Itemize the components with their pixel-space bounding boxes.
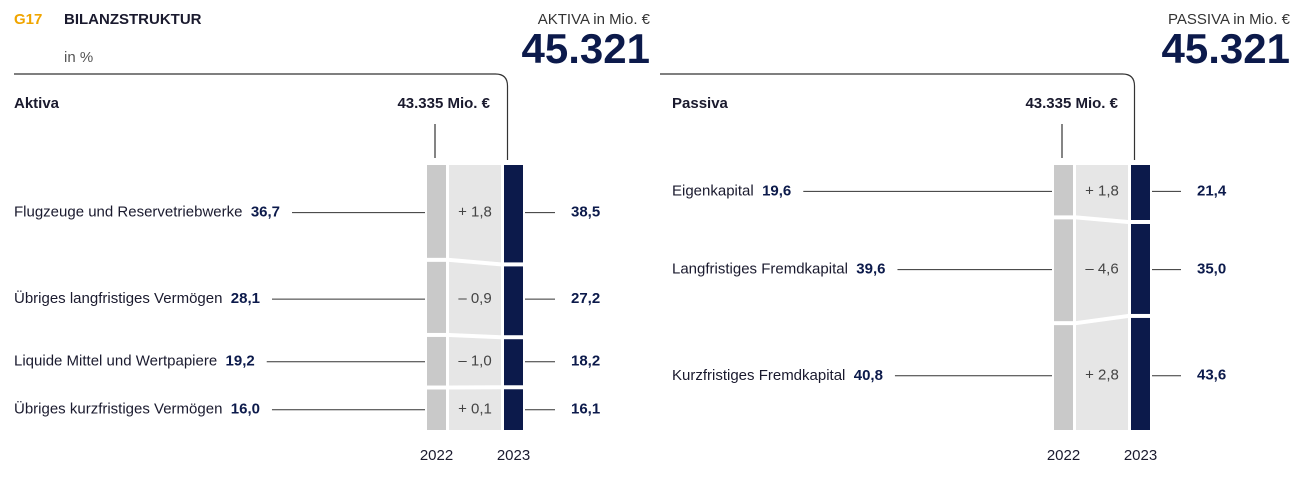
headline-value: 45.321 [1162, 25, 1290, 72]
year-label: 2022 [420, 447, 453, 464]
headline-label: PASSIVA in Mio. € [1168, 11, 1291, 28]
value-2023: 35,0 [1197, 261, 1226, 278]
panel-title: Passiva [672, 95, 729, 112]
segment [427, 336, 446, 386]
change-label: + 2,8 [1085, 367, 1119, 384]
change-label: + 1,8 [1085, 182, 1119, 199]
change-band [1076, 317, 1128, 430]
segment [504, 165, 523, 263]
change-band [449, 261, 501, 336]
segment [1054, 219, 1073, 322]
category-label: Übriges langfristiges Vermögen 28,1 [14, 289, 260, 307]
category-name: Eigenkapital [672, 182, 754, 199]
category-name: Kurzfristiges Fremdkapital [672, 367, 845, 384]
change-label: – 1,0 [458, 353, 491, 370]
value-2022: 16,0 [231, 401, 260, 418]
category-name: Flugzeuge und Reservetriebwerke [14, 204, 242, 221]
segment [1131, 165, 1150, 220]
value-2023: 43,6 [1197, 367, 1226, 384]
category-name: Langfristiges Fremdkapital [672, 261, 848, 278]
change-band [1076, 219, 1128, 322]
change-band [449, 165, 501, 263]
change-label: + 1,8 [458, 204, 492, 221]
headline-value: 45.321 [522, 25, 650, 72]
category-label: Liquide Mittel und Wertpapiere 19,2 [14, 353, 255, 370]
segment [1054, 165, 1073, 216]
headline-label: AKTIVA in Mio. € [538, 11, 651, 28]
panel-total: 43.335 Mio. € [397, 95, 490, 112]
subtitle: in % [64, 49, 93, 66]
segment [427, 261, 446, 333]
header-rule [14, 73, 509, 160]
value-2022: 39,6 [856, 261, 885, 278]
category-label: Flugzeuge und Reservetriebwerke 36,7 [14, 204, 280, 221]
panel-title: Aktiva [14, 95, 60, 112]
segment [427, 165, 446, 258]
segment [1054, 325, 1073, 430]
year-label: 2023 [1124, 447, 1157, 464]
value-2023: 21,4 [1197, 182, 1227, 199]
title: BILANZSTRUKTUR [64, 11, 202, 28]
category-label: Übriges kurzfristiges Vermögen 16,0 [14, 400, 260, 418]
value-2022: 36,7 [251, 204, 280, 221]
value-2023: 18,2 [571, 353, 600, 370]
value-2023: 38,5 [571, 204, 600, 221]
segment [1131, 223, 1150, 314]
change-label: – 0,9 [458, 290, 491, 307]
segment [504, 389, 523, 430]
segment [427, 389, 446, 430]
value-2023: 27,2 [571, 290, 600, 307]
value-2022: 19,2 [226, 353, 255, 370]
segment [504, 266, 523, 336]
category-name: Übriges langfristiges Vermögen [14, 289, 222, 307]
value-2022: 40,8 [854, 367, 883, 384]
category-label: Eigenkapital 19,6 [672, 182, 791, 199]
change-band [449, 336, 501, 386]
header-rule [660, 73, 1136, 160]
segment [1131, 317, 1150, 430]
category-label: Langfristiges Fremdkapital 39,6 [672, 261, 885, 278]
change-label: + 0,1 [458, 401, 492, 418]
value-2023: 16,1 [571, 401, 600, 418]
year-label: 2023 [497, 447, 530, 464]
code: G17 [14, 11, 42, 28]
category-name: Liquide Mittel und Wertpapiere [14, 353, 217, 370]
value-2022: 28,1 [231, 290, 260, 307]
panel-total: 43.335 Mio. € [1025, 95, 1118, 112]
segment [504, 339, 523, 386]
category-name: Übriges kurzfristiges Vermögen [14, 400, 222, 418]
change-band [1076, 165, 1128, 220]
category-label: Kurzfristiges Fremdkapital 40,8 [672, 367, 883, 384]
value-2022: 19,6 [762, 182, 791, 199]
change-label: – 4,6 [1085, 261, 1118, 278]
year-label: 2022 [1047, 447, 1080, 464]
change-band [449, 389, 501, 430]
